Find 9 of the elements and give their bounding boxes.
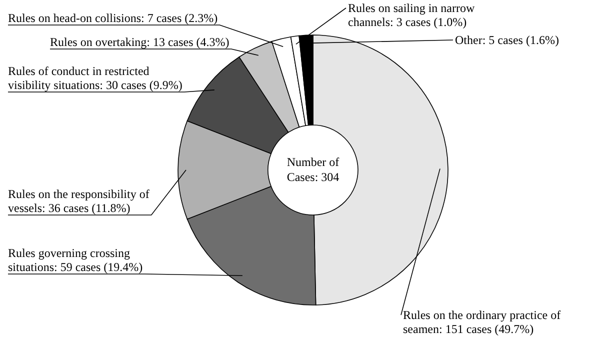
slice-label: Rules on overtaking: 13 cases (4.3%) (50, 35, 230, 49)
slice-label: Rules on sailing in narrow channels: 3 cases (1.0%) (348, 1, 475, 29)
slice-label: Rules on head-on collisions: 7 cases (2.3%) (8, 11, 218, 25)
slice-label: Rules governing crossing situations: 59 cases (19.4%) (8, 246, 143, 274)
text: Number of Cases: 304 (286, 155, 340, 184)
slice-label: Rules on the responsibility of vessels: 36 cases (11.8%) (8, 187, 150, 215)
slice-label: Rules of conduct in restricted visibility situations: 30 cases (9.9%) (8, 64, 182, 92)
slice-label: Rules on the ordinary practice of seamen: 151 cases (49.7%) (403, 308, 561, 336)
slice-label: Other: 5 cases (1.6%) (455, 33, 559, 47)
